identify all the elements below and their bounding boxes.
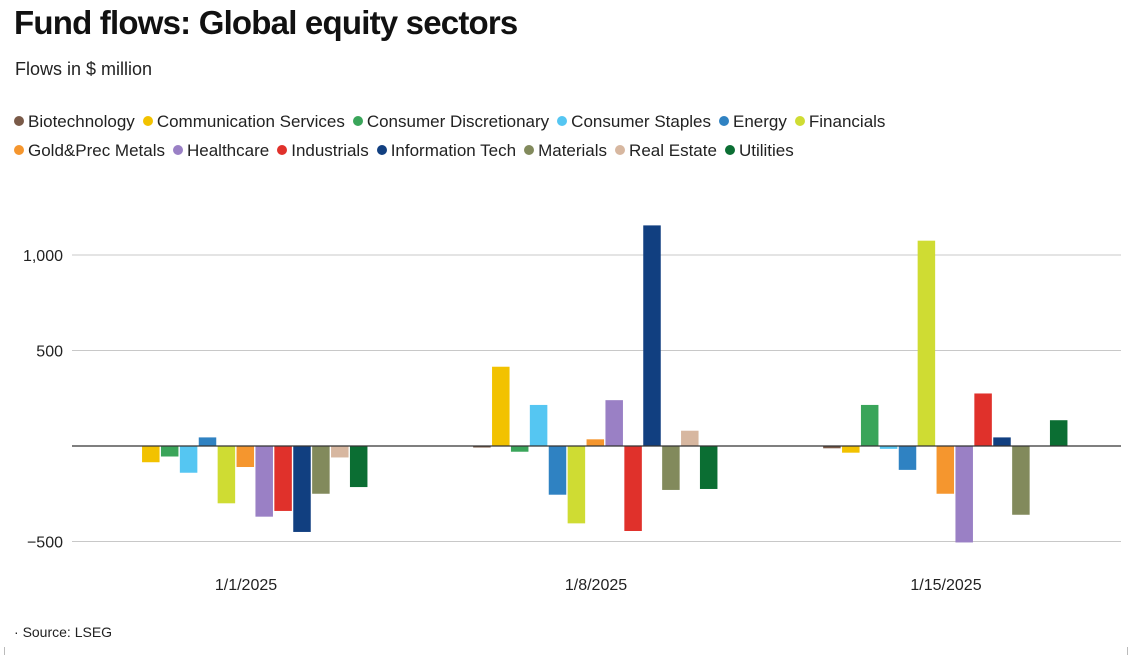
bar-financials-0 xyxy=(217,446,236,504)
bar-real-estate-0 xyxy=(331,446,349,458)
legend-label-consumer-staples: Consumer Staples xyxy=(571,112,712,131)
legend-label-communication-services: Communication Services xyxy=(156,112,345,131)
y-tick-label-1: 500 xyxy=(36,344,63,361)
bar-biotechnology-1 xyxy=(473,446,491,448)
legend-label-information-tech: Information Tech xyxy=(390,141,517,160)
legend-item-real-estate: Real Estate xyxy=(615,141,717,161)
legend-item-consumer-staples: Consumer Staples xyxy=(557,112,711,132)
bar-materials-0 xyxy=(312,446,330,494)
bar-industrials-2 xyxy=(974,393,992,446)
chart-title: Fund flows: Global equity sectors xyxy=(14,4,518,41)
bar-energy-0 xyxy=(198,437,217,446)
legend-label-financials: Financials xyxy=(808,112,886,131)
bar-communication-services-1 xyxy=(492,366,510,446)
source-text: Source: LSEG xyxy=(22,624,113,640)
source-note: · Source: LSEG xyxy=(14,624,112,640)
legend-item-utilities: Utilities xyxy=(724,141,794,161)
bar-consumer-staples-0 xyxy=(179,446,198,473)
bar-consumer-discretionary-0 xyxy=(160,446,179,457)
legend-swatch-healthcare xyxy=(173,145,183,155)
bar-healthcare-0 xyxy=(255,446,273,517)
legend-swatch-biotechnology xyxy=(14,116,24,126)
legend-item-consumer-discretionary: Consumer Discretionary xyxy=(352,112,550,132)
bar-utilities-0 xyxy=(349,446,368,488)
legend-label-gold-prec-metals: Gold&Prec Metals xyxy=(28,141,165,160)
x-tick-label-1: 1/8/2025 xyxy=(565,577,627,594)
corner-mark-left xyxy=(4,647,11,655)
source-bullet: · xyxy=(14,624,19,640)
legend-swatch-financials xyxy=(794,116,805,126)
bar-utilities-2 xyxy=(1049,420,1068,446)
y-tick-label-2: 1,000 xyxy=(23,248,63,265)
bar-healthcare-2 xyxy=(955,446,973,543)
legend-item-information-tech: Information Tech xyxy=(376,141,517,161)
legend-swatch-information-tech xyxy=(376,145,387,155)
bar-communication-services-2 xyxy=(842,446,860,453)
legend-item-communication-services: Communication Services xyxy=(142,112,345,132)
legend-label-consumer-discretionary: Consumer Discretionary xyxy=(366,112,550,131)
legend-label-utilities: Utilities xyxy=(738,141,794,160)
bar-financials-2 xyxy=(917,240,936,446)
corner-mark-right xyxy=(1121,647,1128,655)
legend-swatch-energy xyxy=(719,116,730,126)
bar-communication-services-0 xyxy=(142,446,160,463)
bar-real-estate-1 xyxy=(681,430,699,446)
y-tick-label-0: −500 xyxy=(27,535,63,552)
bar-information-tech-2 xyxy=(993,437,1011,446)
legend-row-2: Gold&Prec Metals Healthcare Industrials Inf… xyxy=(14,141,1124,161)
legend-swatch-communication-services xyxy=(142,116,153,126)
legend-label-biotechnology: Biotechnology xyxy=(28,112,135,131)
legend-item-energy: Energy xyxy=(719,112,787,132)
legend-swatch-consumer-discretionary xyxy=(352,116,363,126)
legend-item-biotechnology: Biotechnology xyxy=(14,112,135,132)
bar-gold-prec-metals-2 xyxy=(936,446,955,494)
bar-consumer-discretionary-2 xyxy=(860,404,879,446)
bar-consumer-discretionary-1 xyxy=(510,446,529,452)
bar-gold-prec-metals-1 xyxy=(586,439,605,446)
legend-item-materials: Materials xyxy=(524,141,607,161)
chart-subtitle: Flows in $ million xyxy=(15,59,153,79)
bar-energy-2 xyxy=(898,446,917,470)
bar-utilities-1 xyxy=(699,446,718,489)
bar-consumer-staples-2 xyxy=(879,446,898,449)
legend-swatch-real-estate xyxy=(615,145,626,155)
legend-item-financials: Financials xyxy=(794,112,886,132)
bar-industrials-1 xyxy=(624,446,642,531)
legend-swatch-utilities xyxy=(724,145,735,155)
bar-information-tech-1 xyxy=(643,225,661,446)
x-tick-label-0: 1/1/2025 xyxy=(215,577,277,594)
x-tick-label-2: 1/15/2025 xyxy=(910,577,981,594)
legend-swatch-industrials xyxy=(277,145,288,155)
bar-materials-2 xyxy=(1012,446,1030,515)
legend-label-real-estate: Real Estate xyxy=(629,141,717,160)
bar-industrials-0 xyxy=(274,446,292,511)
bar-consumer-staples-1 xyxy=(529,404,548,446)
bar-biotechnology-2 xyxy=(823,446,841,449)
legend-item-gold-prec-metals: Gold&Prec Metals xyxy=(14,141,165,161)
legend-item-industrials: Industrials xyxy=(277,141,369,161)
bar-gold-prec-metals-0 xyxy=(236,446,255,468)
legend-label-industrials: Industrials xyxy=(291,141,369,160)
legend-label-energy: Energy xyxy=(733,112,787,131)
legend-label-healthcare: Healthcare xyxy=(187,141,270,160)
legend-row-1: Biotechnology Communication Services Consu… xyxy=(14,112,1124,132)
legend-swatch-materials xyxy=(524,145,535,155)
bar-financials-1 xyxy=(567,446,586,524)
legend-label-materials: Materials xyxy=(538,141,608,160)
bar-healthcare-1 xyxy=(605,400,623,446)
legend-swatch-consumer-staples xyxy=(557,116,568,126)
legend-swatch-gold-prec-metals xyxy=(14,145,24,155)
bar-information-tech-0 xyxy=(293,446,311,532)
legend-item-healthcare: Healthcare xyxy=(173,141,269,161)
bar-energy-1 xyxy=(548,446,567,495)
bar-materials-1 xyxy=(662,446,680,490)
